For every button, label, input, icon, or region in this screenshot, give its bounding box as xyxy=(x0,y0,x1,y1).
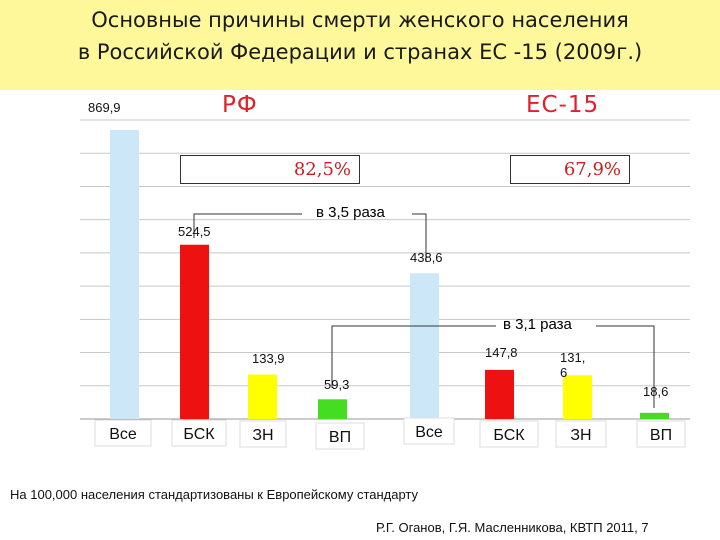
data-label: 524,5 xyxy=(178,224,211,239)
rf-percent-box: 82,5% xyxy=(180,155,360,184)
group-label-rf: РФ xyxy=(222,92,258,118)
footnote: На 100,000 населения стандартизованы к Е… xyxy=(10,487,419,502)
data-label: 133,9 xyxy=(252,351,285,366)
connector-vp-eu xyxy=(596,325,655,408)
category-label: ЗН xyxy=(252,427,273,444)
bar xyxy=(640,412,669,419)
category-box xyxy=(479,420,539,448)
category-label: ВП xyxy=(650,427,672,444)
category-label: Все xyxy=(109,426,137,443)
bar xyxy=(410,273,439,419)
category-label: ЗН xyxy=(570,427,591,444)
category-box xyxy=(315,422,365,450)
data-label: 147,8 xyxy=(485,345,518,360)
data-label: 59,3 xyxy=(324,377,349,392)
ratio-connectors xyxy=(193,213,655,408)
bars xyxy=(110,130,669,419)
category-label: ВП xyxy=(329,429,351,446)
connector-vp-rf xyxy=(331,325,496,388)
source-citation: Р.Г. Оганов, Г.Я. Масленникова, КВТП 201… xyxy=(376,520,649,535)
category-label: Все xyxy=(415,424,443,441)
data-label: 18,6 xyxy=(643,384,668,399)
title-banner: Основные причины смерти женского населен… xyxy=(0,0,720,90)
bar xyxy=(110,130,139,419)
category-label: БСК xyxy=(183,426,215,443)
chart-title-line-1: Основные причины смерти женского населен… xyxy=(91,8,629,32)
bar xyxy=(318,399,347,419)
bar xyxy=(248,374,277,419)
category-labels: Все БСК ЗН ВП Все БСК ЗН ВП xyxy=(94,417,686,450)
eu-percent-box: 67,9% xyxy=(510,155,630,184)
connector-bsk-eu xyxy=(412,213,427,262)
category-box xyxy=(171,419,227,447)
ratio-label-bsk: в 3,5 раза xyxy=(316,204,385,221)
category-box xyxy=(403,417,455,445)
chart-title-line-2: в Российской Федерации и странах ЕС -15 … xyxy=(77,40,643,64)
data-label: 131, 6 xyxy=(560,350,585,380)
data-labels: 869,9 524,5 133,9 59,3 438,6 147,8 131, 6 18,6 xyxy=(88,100,668,399)
category-box xyxy=(94,419,152,447)
data-label: 869,9 xyxy=(88,100,121,115)
bar xyxy=(485,369,514,419)
category-box xyxy=(555,420,607,448)
bar xyxy=(180,244,209,419)
category-box xyxy=(636,420,686,448)
category-box xyxy=(239,420,287,448)
gridlines xyxy=(80,119,690,420)
group-label-eu: ЕС-15 xyxy=(526,92,600,118)
ratio-label-vp: в 3,1 раза xyxy=(503,316,572,333)
category-label: БСК xyxy=(493,427,525,444)
connector-bsk-rf xyxy=(193,213,302,238)
bar xyxy=(563,375,592,419)
data-label: 438,6 xyxy=(410,250,443,265)
